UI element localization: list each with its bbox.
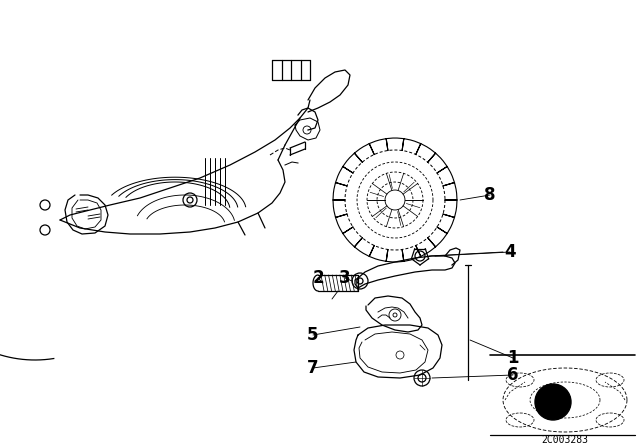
Text: 4: 4 bbox=[504, 243, 516, 261]
Circle shape bbox=[535, 384, 571, 420]
Text: 3: 3 bbox=[339, 269, 351, 287]
Text: 1: 1 bbox=[508, 349, 519, 367]
Text: 8: 8 bbox=[484, 186, 496, 204]
Text: 2C003283: 2C003283 bbox=[541, 435, 589, 445]
Text: 7: 7 bbox=[307, 359, 319, 377]
Text: 5: 5 bbox=[307, 326, 319, 344]
Text: 2: 2 bbox=[312, 269, 324, 287]
Text: 6: 6 bbox=[508, 366, 519, 384]
